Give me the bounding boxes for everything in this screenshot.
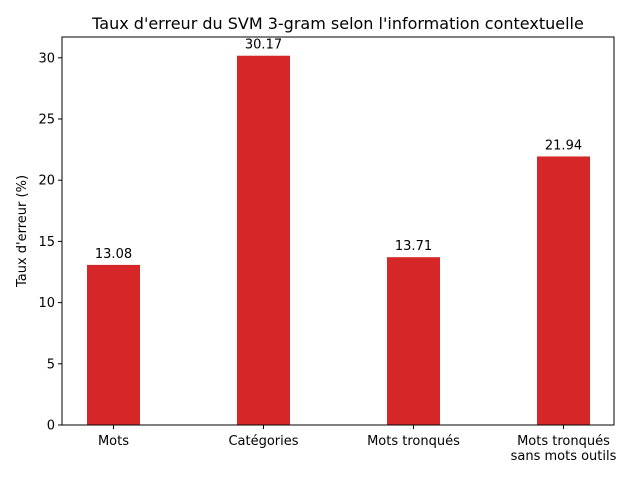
y-tick-label: 25	[38, 113, 55, 128]
chart-title: Taux d'erreur du SVM 3-gram selon l'info…	[91, 14, 584, 33]
y-tick-label: 30	[38, 51, 55, 66]
y-tick-label: 10	[38, 296, 55, 311]
y-tick-label: 15	[38, 235, 55, 250]
bar-value-label: 13.71	[395, 239, 432, 254]
bar	[537, 156, 590, 425]
x-tick-label-line: Catégories	[228, 434, 298, 449]
y-tick-label: 0	[47, 419, 55, 434]
x-tick-label-line: sans mots outils	[511, 449, 617, 464]
bar-value-label: 13.08	[95, 247, 132, 262]
x-tick-label: Mots tronqués sans mots outils	[511, 434, 617, 464]
x-tick-label-line: Mots tronqués	[367, 434, 460, 449]
x-tick-label-line: Mots tronqués	[517, 434, 610, 449]
bar	[387, 257, 440, 425]
y-axis-label: Taux d'erreur (%)	[15, 175, 30, 288]
x-tick-label-line: Mots	[98, 434, 129, 449]
bar	[237, 55, 290, 426]
plot-frame	[61, 36, 615, 426]
bar-value-label: 30.17	[245, 38, 282, 53]
bar-value-label: 21.94	[545, 138, 582, 153]
bar	[87, 264, 140, 425]
y-tick-label: 5	[47, 357, 55, 372]
x-tick-label: Mots tronqués	[367, 434, 460, 449]
plot-area: 13.08 30.17 13.71 21.94 0 5 10 15 20 25 30 Mots Caté…	[38, 36, 617, 464]
y-tick-label: 20	[38, 174, 55, 189]
x-tick-label: Mots	[98, 434, 129, 449]
x-tick-label: Catégories	[228, 434, 298, 449]
